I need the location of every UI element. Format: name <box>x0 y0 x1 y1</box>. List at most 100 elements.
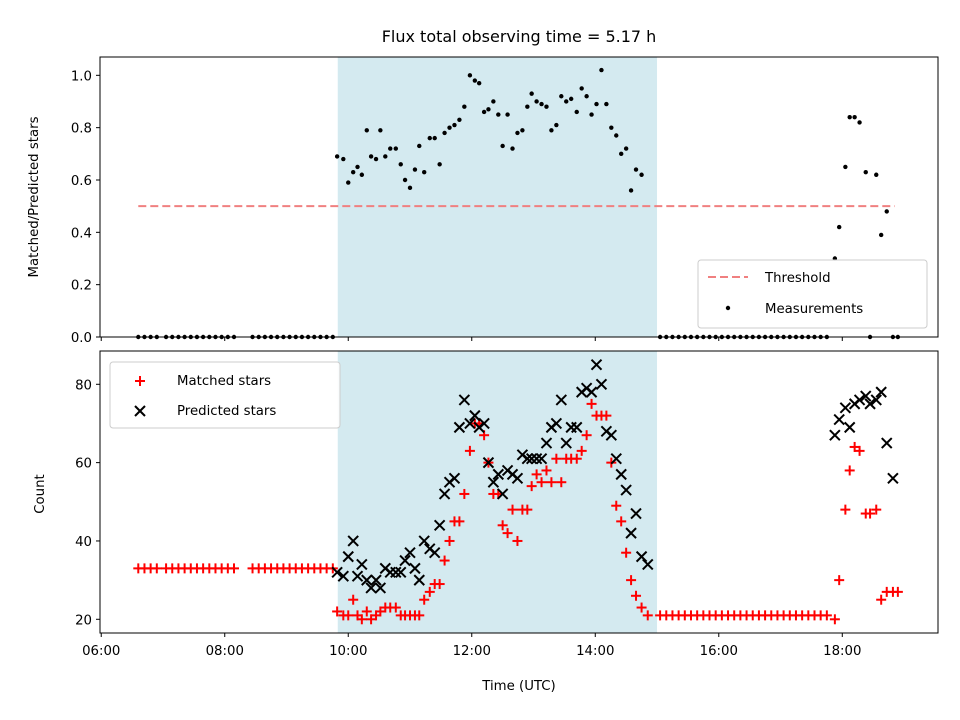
measurement-point <box>422 169 427 175</box>
measurement-point <box>442 130 447 136</box>
predicted-star-point <box>478 417 490 430</box>
x-marker-b <box>595 378 608 390</box>
x-marker-b <box>487 476 500 488</box>
x-marker-b <box>395 566 407 578</box>
measurement-point <box>427 135 432 141</box>
matched-star-point <box>546 477 557 488</box>
measurement-point <box>529 91 534 96</box>
x-marker-b <box>433 519 446 531</box>
predicted-star-point <box>482 456 495 469</box>
measurement-point <box>525 104 530 109</box>
matched-star-point <box>512 535 523 546</box>
legend-box <box>697 259 928 329</box>
x-tick-label: 16:00 <box>700 644 738 659</box>
measurement-point <box>500 143 505 149</box>
x-marker-b <box>530 453 543 465</box>
predicted-star-point <box>511 472 524 484</box>
predicted-star-point <box>365 582 377 594</box>
x-axis-label: Time (UTC) <box>481 679 556 694</box>
matched-star-point <box>631 590 642 601</box>
matched-star-point <box>876 594 887 605</box>
measurement-point <box>568 96 574 102</box>
measurement-point <box>346 180 351 185</box>
y-tick-label: 20 <box>75 613 92 628</box>
predicted-star-point <box>347 535 359 547</box>
matched-star-point <box>865 508 876 519</box>
x-tick-label: 12:00 <box>453 644 491 659</box>
x-marker-b <box>540 437 553 449</box>
legend: Threshold Measurements <box>697 259 928 329</box>
predicted-star-point <box>630 507 642 520</box>
measurement-point <box>472 78 478 83</box>
matched-star-point <box>576 445 587 456</box>
matched-star-point <box>616 516 627 527</box>
x-marker-b <box>525 453 538 465</box>
matched-star-point <box>829 614 840 625</box>
bottom-y-axis-label: Count <box>33 474 48 514</box>
measurement-point <box>341 156 346 162</box>
x-marker-b <box>448 472 461 484</box>
y-tick-label: 0.0 <box>71 331 92 346</box>
x-marker-b <box>605 429 618 441</box>
predicted-star-point <box>487 476 500 488</box>
measurement-point <box>619 151 624 157</box>
x-marker-b <box>860 390 872 402</box>
predicted-star-point <box>870 394 882 406</box>
measurement-point <box>467 73 473 78</box>
legend-predicted-swatch-b <box>134 405 146 417</box>
x-marker-b <box>853 394 866 406</box>
x-marker-b <box>555 394 568 406</box>
measurement-point <box>857 120 862 125</box>
predicted-star-point <box>550 417 563 430</box>
predicted-star-point <box>610 453 622 465</box>
measurement-point <box>574 109 579 115</box>
x-marker-b <box>620 484 632 496</box>
x-marker-b <box>864 398 876 410</box>
measurement-point <box>554 122 559 128</box>
matched-star-point <box>459 488 470 499</box>
measurement-point <box>584 94 589 99</box>
legend: Matched stars Predicted stars <box>109 361 341 429</box>
matched-star-point <box>434 579 445 590</box>
y-tick-label: 1.0 <box>71 69 92 84</box>
predicted-star-point <box>453 421 466 434</box>
predicted-star-point <box>418 535 430 547</box>
x-marker-b <box>337 570 350 582</box>
matched-star-point <box>522 504 533 515</box>
measurement-point <box>544 104 549 109</box>
measurement-point <box>609 125 614 130</box>
matched-star-point <box>356 614 367 625</box>
predicted-star-point <box>448 472 461 484</box>
x-marker-b <box>390 566 402 578</box>
matched-star-point <box>361 606 372 617</box>
matched-star-point <box>611 500 622 511</box>
x-marker-b <box>642 558 654 571</box>
x-marker-b <box>404 547 416 559</box>
measurement-point <box>364 128 369 133</box>
predicted-star-point <box>390 566 402 578</box>
predicted-star-point <box>853 394 866 406</box>
x-marker-b <box>331 566 343 578</box>
predicted-star-point <box>521 453 534 465</box>
y-tick-label: 80 <box>75 378 92 393</box>
matched-star-point <box>151 563 162 574</box>
predicted-star-point <box>620 484 632 496</box>
x-marker-b <box>365 582 377 594</box>
matched-star-point <box>531 469 542 480</box>
measurement-point <box>452 122 457 128</box>
predicted-star-point <box>331 566 343 578</box>
predicted-star-point <box>469 409 481 422</box>
matched-star-point <box>844 465 855 476</box>
matched-star-point <box>871 504 882 515</box>
legend-predicted-label: Predicted stars <box>177 404 276 419</box>
x-marker-b <box>418 535 430 547</box>
x-marker-b <box>829 429 841 441</box>
measurement-point <box>505 112 510 117</box>
chart-title: Flux total observing time = 5.17 h <box>382 27 657 46</box>
x-marker-b <box>535 453 548 465</box>
matched-star-point <box>892 586 903 597</box>
matched-star-point <box>348 594 359 605</box>
y-tick-label: 0.4 <box>71 226 92 241</box>
measurement-point <box>432 135 437 141</box>
predicted-star-point <box>843 421 856 434</box>
